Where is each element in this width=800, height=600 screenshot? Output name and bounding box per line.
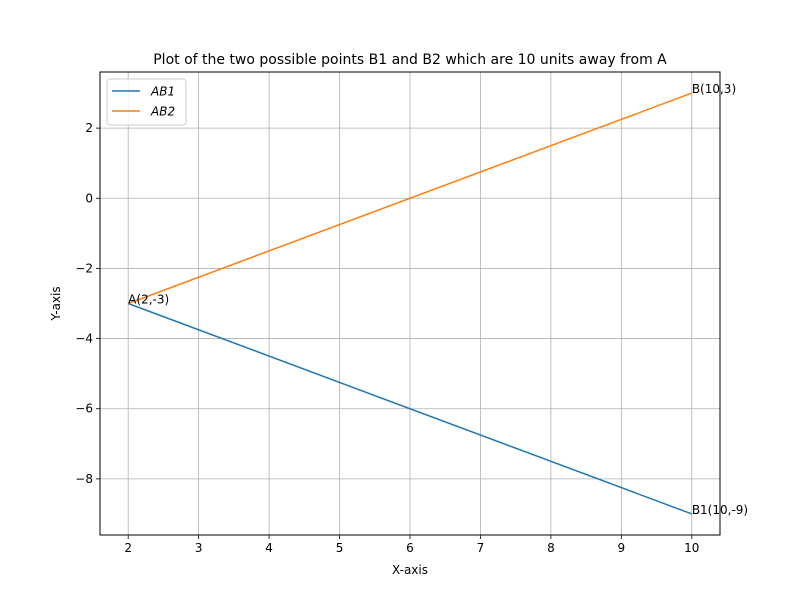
y-axis-label: Y-axis bbox=[49, 286, 63, 321]
x-tick-label: 9 bbox=[618, 541, 626, 555]
y-tick-label: 2 bbox=[85, 121, 93, 135]
x-tick-label: 4 bbox=[265, 541, 273, 555]
x-tick-label: 5 bbox=[336, 541, 344, 555]
legend-label: AB1 bbox=[150, 85, 175, 99]
series-line-ab2 bbox=[127, 92, 693, 305]
point-annotation: B1(10,-9) bbox=[692, 503, 748, 517]
ticks: 2 3 4 5 6 7 8 9 10 2 0 −2 −4 −6 −8 bbox=[75, 121, 699, 555]
series-group bbox=[127, 92, 693, 515]
x-tick-label: 6 bbox=[406, 541, 414, 555]
x-tick-label: 2 bbox=[124, 541, 132, 555]
chart-title: Plot of the two possible points B1 and B… bbox=[153, 52, 667, 68]
y-tick-label: −8 bbox=[75, 472, 93, 486]
x-tick-label: 7 bbox=[477, 541, 485, 555]
x-tick-label: 8 bbox=[547, 541, 555, 555]
y-tick-label: −2 bbox=[75, 261, 93, 275]
point-annotation: A(2,-3) bbox=[128, 293, 169, 307]
y-tick-label: 0 bbox=[85, 191, 93, 205]
x-tick-label: 10 bbox=[684, 541, 699, 555]
y-tick-label: −4 bbox=[75, 332, 93, 346]
annotations: A(2,-3) B(10,3) B1(10,-9) bbox=[128, 82, 748, 517]
x-axis-label: X-axis bbox=[392, 563, 428, 577]
grid bbox=[100, 72, 720, 535]
point-annotation: B(10,3) bbox=[692, 82, 736, 96]
series-line-ab1 bbox=[127, 302, 693, 515]
x-tick-label: 3 bbox=[195, 541, 203, 555]
y-tick-label: −6 bbox=[75, 402, 93, 416]
legend-label: AB2 bbox=[150, 105, 175, 119]
